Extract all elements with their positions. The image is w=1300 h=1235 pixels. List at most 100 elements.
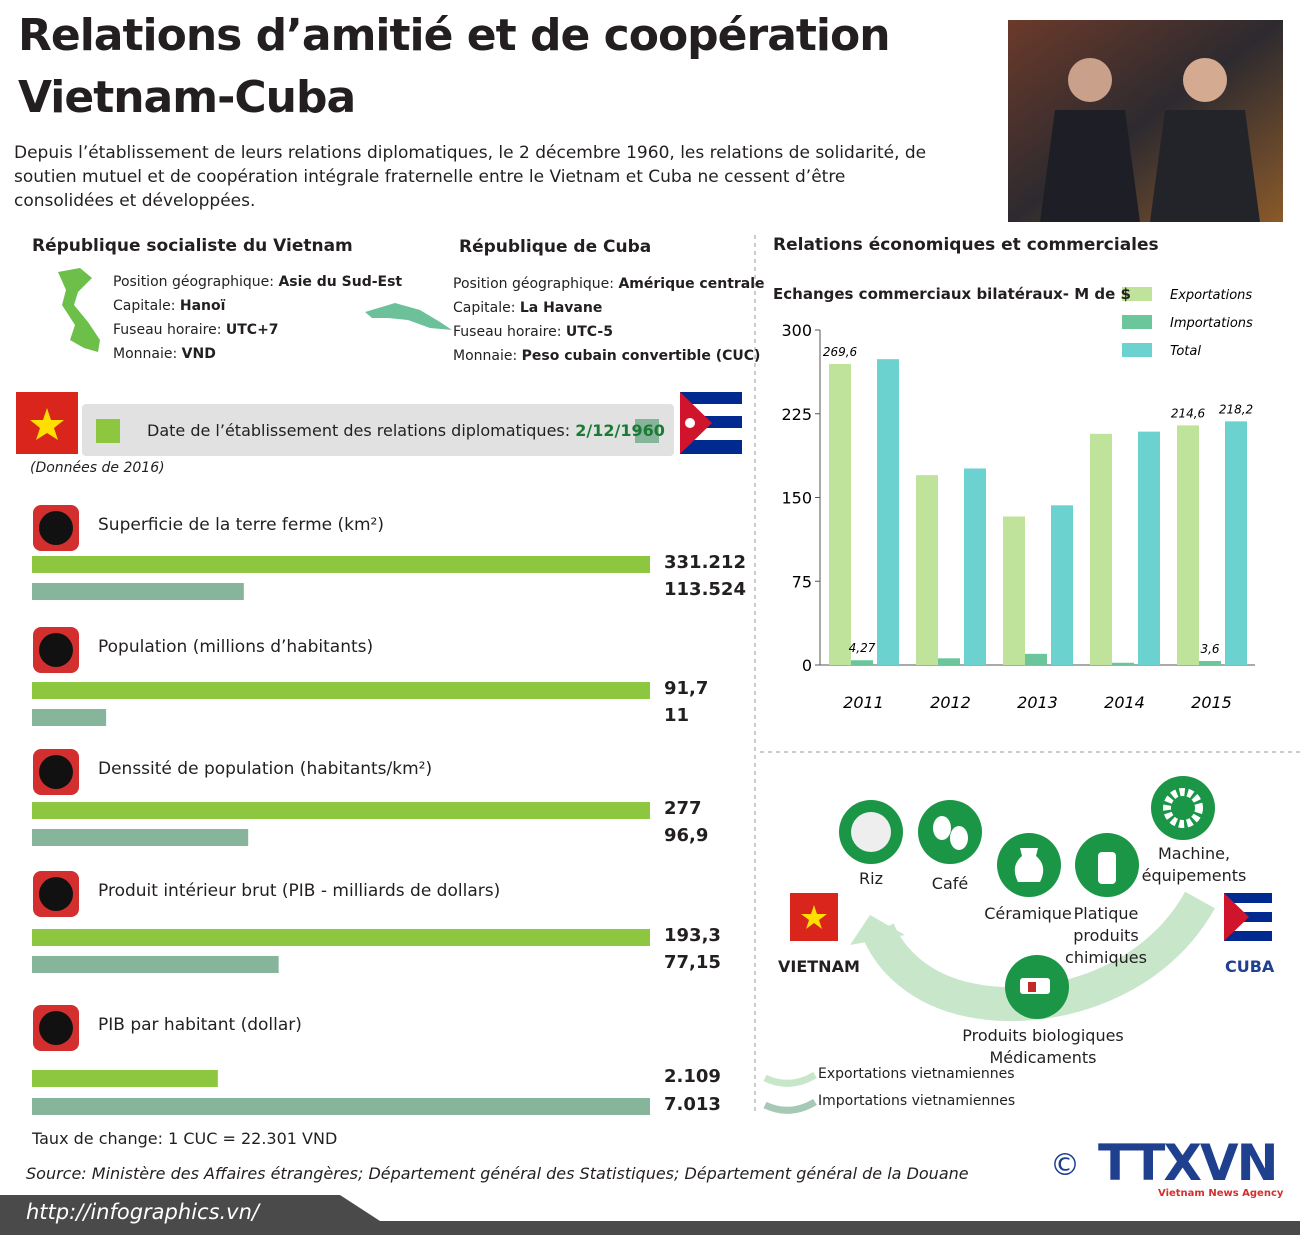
goods-icon: [1028, 982, 1036, 992]
legend-label: Importations vietnamiennes: [818, 1093, 1016, 1109]
fact-value: La Havane: [519, 300, 603, 316]
trade-arrow: [862, 891, 1215, 1022]
map-cuba: [365, 303, 452, 330]
country-name: République de Cuba: [459, 237, 652, 257]
bar: [32, 709, 107, 726]
goods-label: Café: [931, 874, 969, 893]
y-tick-label: 75: [792, 572, 812, 591]
goods-icon: [950, 826, 968, 850]
legend-swatch: [763, 1098, 817, 1114]
fact: Capitale: Hanoï: [113, 298, 225, 314]
value-label: 331.212: [664, 552, 746, 573]
category-icon: [39, 1011, 73, 1045]
goods-label: Machine, équipements: [1141, 844, 1247, 885]
chart-title: Denssité de population (habitants/km²): [98, 759, 433, 779]
fact-value: Peso cubain convertible (CUC): [521, 348, 761, 364]
date-label-text: Date de l’établissement des relations di…: [147, 421, 571, 440]
chart-title: Echanges commerciaux bilatéraux- M de $: [773, 285, 1131, 303]
bar: [32, 929, 650, 946]
flag-cuba: [1224, 893, 1272, 941]
value-label: 193,3: [664, 925, 721, 946]
legend-swatch: [1122, 287, 1152, 301]
value-label: 11: [664, 705, 690, 726]
category-icon: [39, 755, 73, 789]
value-label: 113.524: [664, 579, 746, 600]
flag-vietnam: [790, 893, 838, 941]
bar: [1025, 653, 1047, 665]
x-tick-label: 2013: [1017, 693, 1058, 712]
value-label: 77,15: [664, 952, 721, 973]
map-vietnam: [58, 268, 100, 352]
legend-swatch: [763, 1071, 817, 1087]
data-year: (Données de 2016): [30, 460, 165, 476]
goods-label: Platique produits chimiques: [1065, 904, 1147, 967]
fact: Monnaie: Peso cubain convertible (CUC): [453, 348, 760, 364]
country-label: CUBA: [1225, 957, 1275, 976]
y-tick-label: 0: [802, 656, 812, 675]
date-band: [82, 404, 674, 456]
value-label: 277: [664, 798, 702, 819]
bar: [1138, 431, 1160, 665]
x-tick-label: 2012: [930, 693, 971, 712]
fact: Monnaie: VND: [113, 346, 216, 362]
bar: [964, 468, 986, 665]
goods-label: Produits biologiques Médicaments: [962, 1026, 1124, 1067]
bar: [32, 802, 650, 819]
chart-title: PIB par habitant (dollar): [98, 1015, 302, 1035]
logo: TTXVN: [1098, 1134, 1278, 1192]
chart-title: Produit intérieur brut (PIB - milliards …: [98, 881, 501, 901]
url: http://infographics.vn/: [26, 1200, 259, 1224]
bar: [32, 956, 279, 973]
legend-label: Total: [1170, 344, 1201, 359]
chart-title: Superficie de la terre ferme (km²): [98, 515, 384, 535]
fact-value: UTC+7: [225, 322, 279, 338]
copyright: ©: [1050, 1148, 1080, 1183]
x-tick-label: 2015: [1191, 693, 1232, 712]
value-label: 7.013: [664, 1094, 721, 1115]
legend-label: Exportations vietnamiennes: [818, 1066, 1015, 1082]
bar: [829, 363, 851, 665]
legend-swatch: [1122, 343, 1152, 357]
fact-label: Fuseau horaire:: [453, 324, 562, 340]
logo-subtitle: Vietnam News Agency: [1158, 1188, 1284, 1199]
bar: [1051, 505, 1073, 665]
fact: Position géographique: Amérique centrale: [453, 276, 765, 292]
fact-value: Asie du Sud-Est: [278, 274, 403, 290]
bar: [32, 1098, 650, 1115]
source: Source: Ministère des Affaires étrangère…: [26, 1164, 969, 1183]
value-label: 91,7: [664, 678, 709, 699]
bar: [32, 583, 244, 600]
trade-arrow-head: [850, 915, 905, 945]
bar: [1199, 660, 1221, 665]
bar: [32, 682, 650, 699]
bar: [851, 660, 873, 665]
fact-label: Capitale:: [113, 298, 176, 314]
fact-label: Capitale:: [453, 300, 516, 316]
bar: [32, 1070, 218, 1087]
title: Vietnam-Cuba: [18, 72, 356, 123]
goods-icon: [851, 812, 891, 852]
photo-figure: [1068, 58, 1112, 102]
title: Relations d’amitié et de coopération: [18, 10, 891, 61]
chart-title: Population (millions d’habitants): [98, 637, 374, 657]
photo-figure: [1040, 110, 1140, 222]
goods-label: Riz: [859, 869, 883, 888]
bar: [32, 556, 650, 573]
fact-value: Hanoï: [179, 298, 226, 314]
value-label: 3,6: [1200, 642, 1219, 656]
country-name: République socialiste du Vietnam: [32, 236, 353, 256]
intro: Depuis l’établissement de leurs relation…: [14, 143, 927, 211]
goods-icon: [1151, 776, 1215, 840]
category-icon: [39, 511, 73, 545]
goods-icon: [1163, 788, 1203, 828]
goods-icon: [1014, 848, 1044, 882]
fact-label: Fuseau horaire:: [113, 322, 222, 338]
bar: [1225, 421, 1247, 665]
y-tick-label: 150: [781, 489, 812, 508]
y-tick-label: 225: [781, 405, 812, 424]
footer-bar: [0, 1195, 1300, 1235]
bar: [1112, 662, 1134, 665]
goods-label: Céramique: [984, 904, 1072, 923]
date-value: 2/12/1960: [575, 421, 665, 440]
